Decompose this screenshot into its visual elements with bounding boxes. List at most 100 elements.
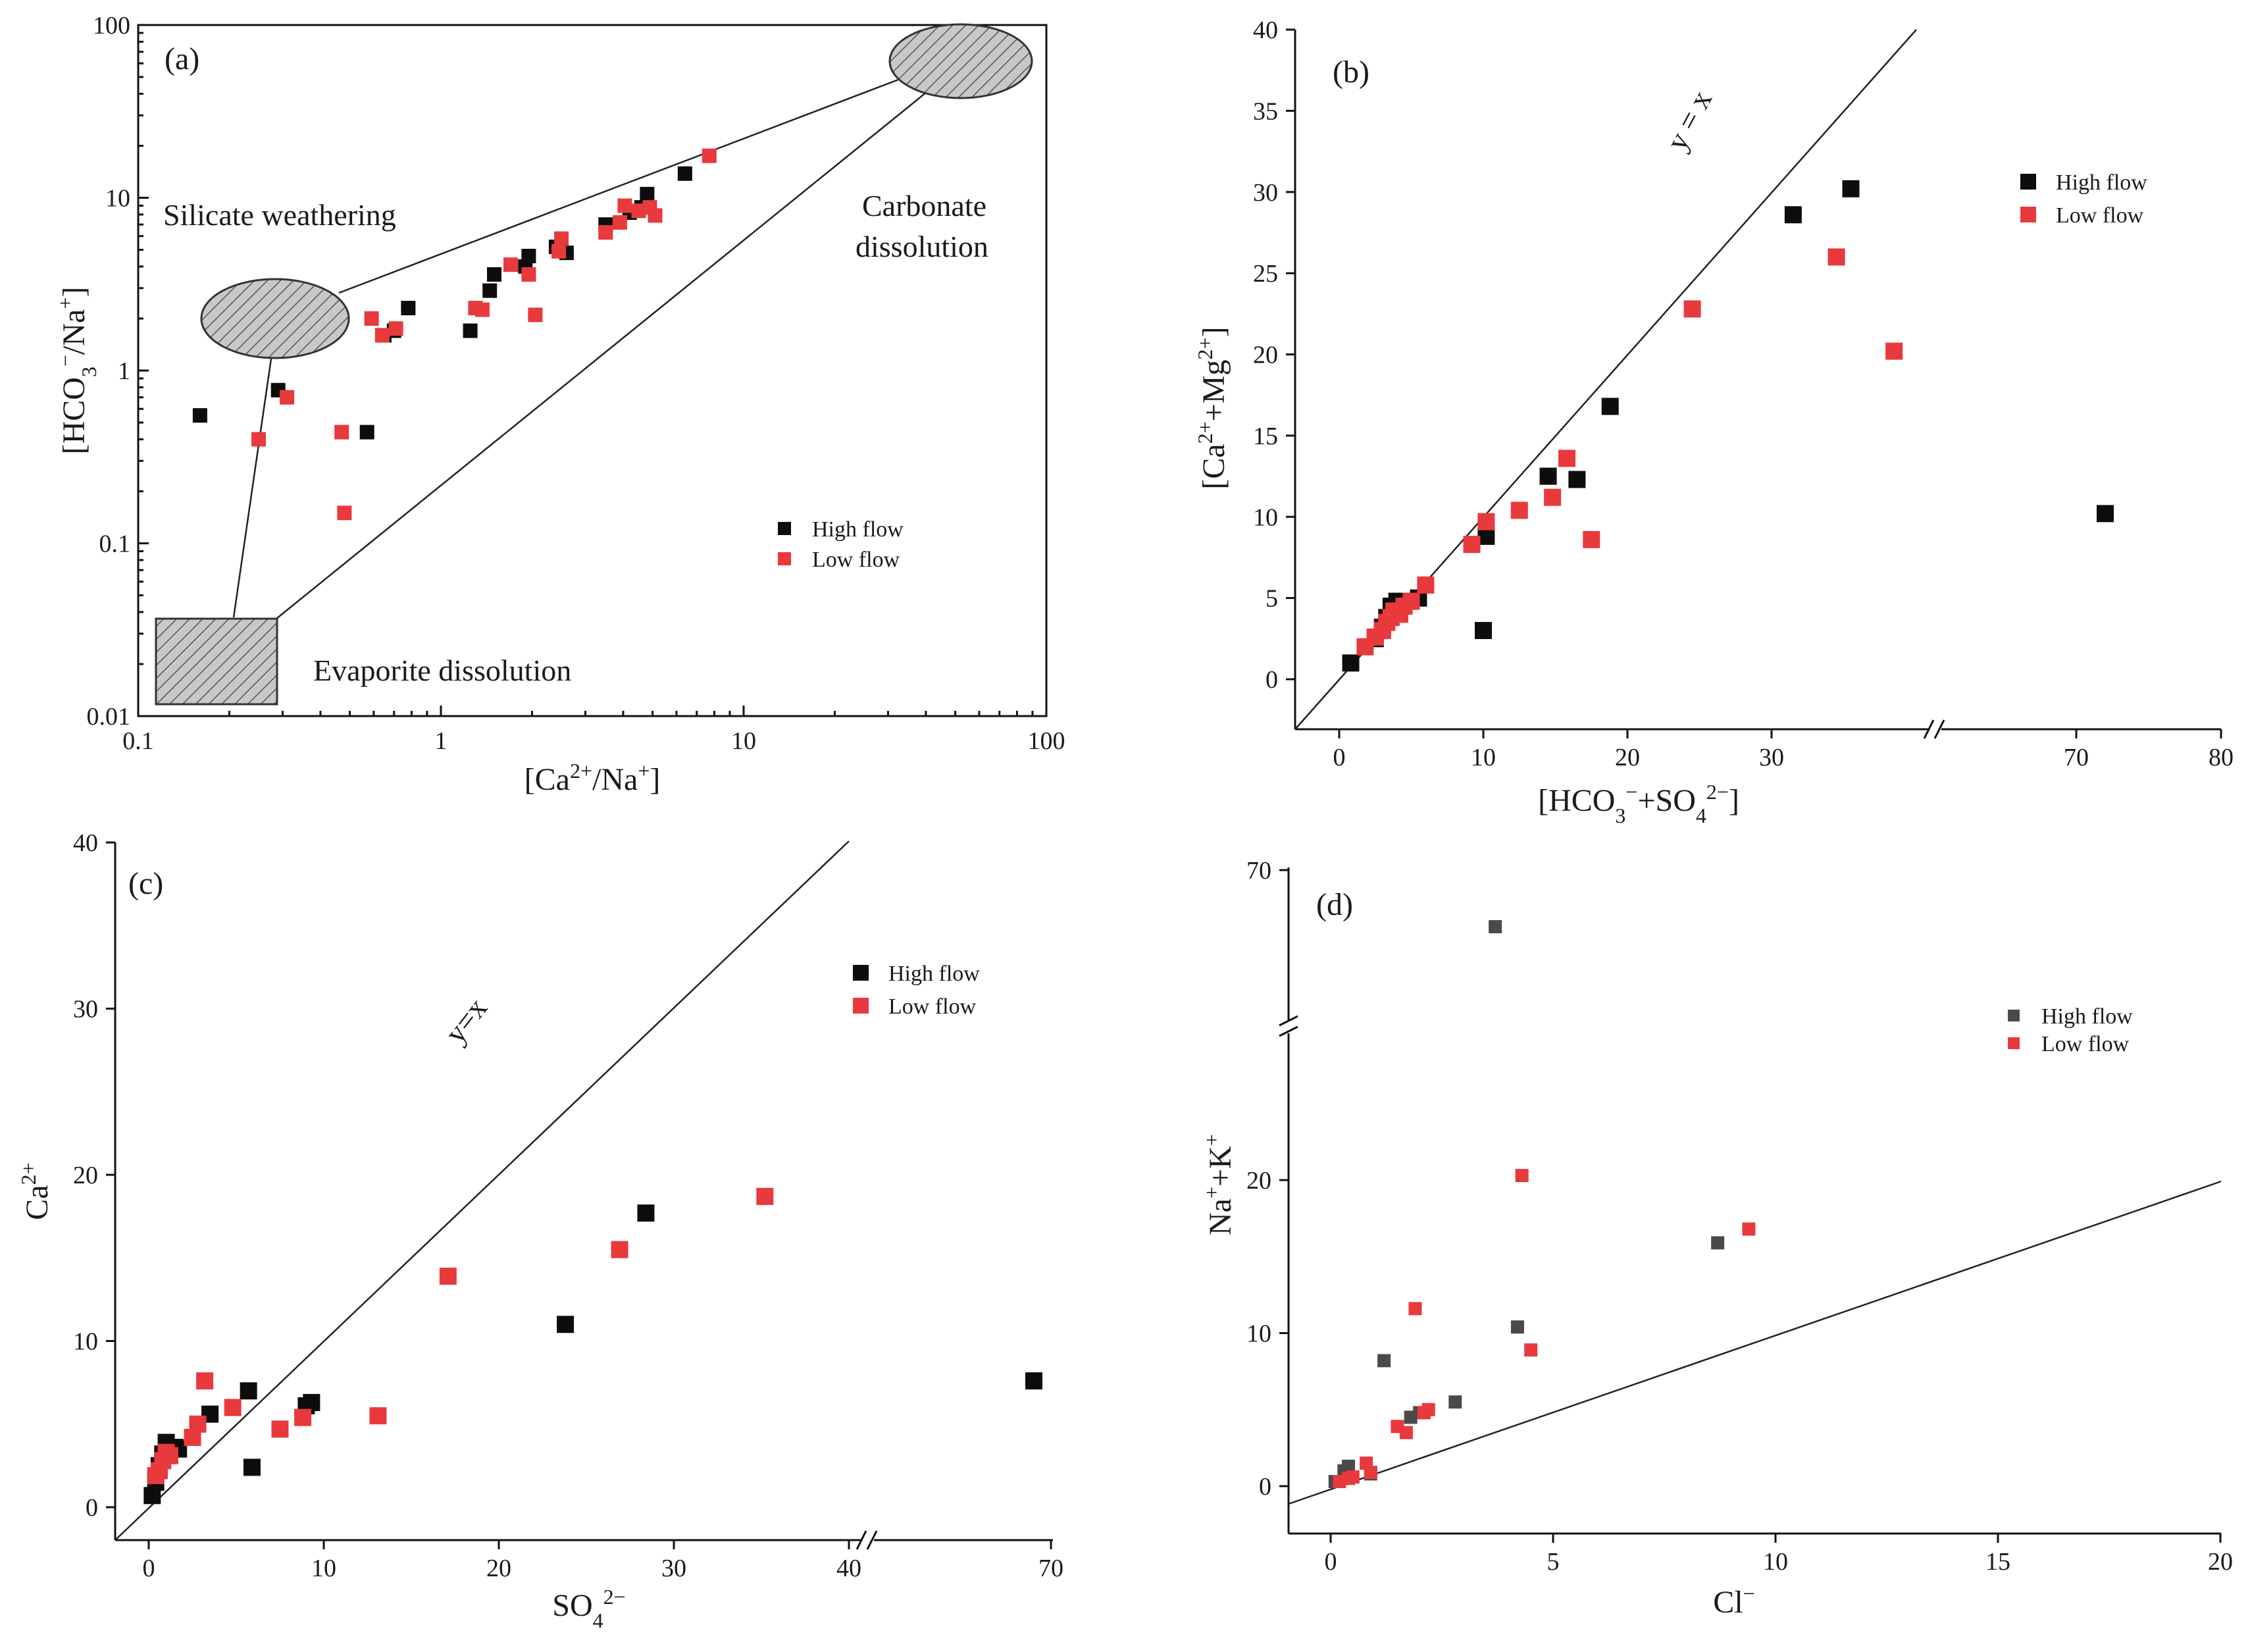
panel-b-high-flow-point bbox=[1784, 206, 1802, 224]
panel-c-low-flow-point bbox=[611, 1241, 628, 1258]
panel-a-label: (a) bbox=[165, 41, 199, 76]
panel-a-legend-label-1: Low flow bbox=[812, 548, 900, 572]
panel-a-legend-marker-1 bbox=[778, 552, 791, 565]
panel-b-x-tick-label: 70 bbox=[2064, 744, 2089, 771]
panel-d-legend-label-0: High flow bbox=[2041, 1004, 2133, 1029]
panel-b-low-flow-point bbox=[1558, 450, 1576, 467]
panel-d-y-tick-label: 20 bbox=[1246, 1167, 1271, 1195]
panel-a-low-flow-point bbox=[337, 505, 352, 521]
axis-break-mark bbox=[1279, 1025, 1298, 1037]
panel-d-label: (d) bbox=[1316, 887, 1353, 922]
panel-b-low-flow-point bbox=[1583, 530, 1600, 548]
carbonate-end-member-ellipse bbox=[888, 23, 1033, 99]
panel-d-low-flow-point bbox=[1742, 1222, 1756, 1236]
panel-c-legend-marker-0 bbox=[853, 965, 869, 981]
panel-c-high-flow-point bbox=[240, 1382, 257, 1400]
panel-b-high-flow-point bbox=[1477, 527, 1495, 545]
panel-c-y-tick-label: 10 bbox=[73, 1328, 98, 1356]
panel-b-low-flow-point bbox=[1510, 502, 1528, 519]
panel-d-y-axis-label: Na++K+ bbox=[1200, 1134, 1238, 1235]
panel-a-x-tick-label: 1 bbox=[435, 727, 447, 755]
panel-b-y-axis-label: [Ca2++Mg2+] bbox=[1193, 326, 1231, 489]
panel-a-low-flow-point bbox=[280, 390, 295, 405]
panel-c-low-flow-point bbox=[196, 1372, 214, 1390]
panel-c-low-flow-point bbox=[369, 1407, 387, 1425]
panel-a-low-flow-point bbox=[374, 328, 390, 343]
panel-a-low-flow-point bbox=[648, 208, 663, 223]
panel-d-low-flow-point bbox=[1399, 1426, 1413, 1439]
panel-b-x-tick-label: 10 bbox=[1471, 744, 1496, 771]
panel-b-y-tick-label: 5 bbox=[1266, 585, 1278, 613]
panel-c-high-flow-point bbox=[1025, 1372, 1042, 1390]
panel-c-x-tick-label: 40 bbox=[836, 1555, 861, 1582]
panel-d-high-flow-point bbox=[1342, 1459, 1356, 1473]
panel-c-y-tick-label: 30 bbox=[73, 996, 98, 1023]
panel-a-legend-marker-0 bbox=[778, 522, 791, 535]
panel-a-high-flow-point bbox=[487, 267, 502, 282]
panel-b-x-axis-label: [HCO3−+SO42−] bbox=[1538, 780, 1739, 827]
panel-a-high-flow-point bbox=[482, 283, 498, 298]
panel-c-y-tick-label: 40 bbox=[73, 829, 98, 857]
panel-a-y-axis-label: [HCO3−/Na+] bbox=[53, 287, 101, 455]
panel-b-legend-marker-1 bbox=[2020, 207, 2036, 222]
panel-a-low-flow-point bbox=[702, 148, 717, 163]
axis-break-mark bbox=[1933, 719, 1945, 739]
panel-b-x-tick-label: 80 bbox=[2209, 744, 2234, 771]
panel-b-y-tick-label: 20 bbox=[1253, 342, 1278, 369]
panel-b-high-flow-point bbox=[1475, 621, 1492, 639]
panel-b-high-flow-point bbox=[1568, 471, 1586, 488]
panel-a-low-flow-point bbox=[612, 215, 627, 230]
panel-c-legend-label-0: High flow bbox=[888, 962, 980, 986]
axis-break-mark bbox=[1279, 1015, 1298, 1027]
panel-c-legend-label-1: Low flow bbox=[888, 994, 977, 1019]
silicate-carbonate-line bbox=[338, 76, 904, 294]
panel-d-low-flow-point bbox=[1346, 1470, 1360, 1484]
panel-d-high-flow-point bbox=[1510, 1320, 1524, 1334]
panel-d-x-tick-label: 5 bbox=[1547, 1548, 1560, 1576]
panel-a-low-flow-point bbox=[388, 321, 403, 336]
panel-b-plot: (b) 0 5 10 15 20 25 30 35 40 0 10 20 30 70 80 [HCO3−+S… bbox=[1193, 16, 2234, 827]
panel-a-legend-label-0: High flow bbox=[812, 517, 904, 542]
panel-a-high-flow-point bbox=[192, 408, 207, 423]
panel-c-y-tick-label: 20 bbox=[73, 1162, 98, 1189]
panel-b-y-tick-label: 10 bbox=[1253, 503, 1278, 531]
panel-b-low-flow-point bbox=[1828, 248, 1845, 266]
evaporite-carbonate-line bbox=[276, 91, 927, 619]
panel-c-y-axis-label: Ca2+ bbox=[16, 1162, 55, 1220]
panel-d-legend-marker-0 bbox=[2008, 1010, 2020, 1021]
panel-c-low-flow-point bbox=[294, 1408, 312, 1426]
silicate-end-member-ellipse bbox=[200, 278, 350, 359]
panel-c-low-flow-point bbox=[189, 1415, 207, 1433]
evaporite-dissolution-label: Evaporite dissolution bbox=[313, 654, 571, 687]
panel-a-low-flow-point bbox=[617, 198, 632, 213]
panel-c-label: (c) bbox=[128, 866, 163, 901]
axis-break-mark bbox=[856, 1530, 867, 1550]
panel-c-high-flow-point bbox=[557, 1316, 575, 1333]
panel-d-y-tick-label: 10 bbox=[1246, 1320, 1271, 1348]
panel-d-y-tick-label: 0 bbox=[1259, 1473, 1271, 1501]
panel-a-low-flow-point bbox=[598, 225, 613, 240]
panel-b-low-flow-point bbox=[1477, 513, 1495, 530]
panel-c-y-tick-label: 0 bbox=[86, 1494, 98, 1522]
panel-d-low-flow-point bbox=[1515, 1169, 1529, 1183]
panel-a-low-flow-point bbox=[334, 425, 349, 440]
panel-c-x-axis-label: SO42− bbox=[552, 1585, 625, 1632]
panel-b-x-tick-label: 30 bbox=[1759, 744, 1784, 771]
panel-a-high-flow-point bbox=[640, 186, 655, 201]
panel-b-low-flow-point bbox=[1417, 576, 1435, 594]
silicate-evaporite-line bbox=[232, 358, 272, 618]
panel-a-x-tick-label: 10 bbox=[731, 727, 756, 755]
panel-c-high-flow-point bbox=[303, 1393, 320, 1411]
panel-b-y-tick-label: 40 bbox=[1253, 16, 1278, 44]
carbonate-label: Carbonate bbox=[862, 189, 986, 222]
panel-b-legend-marker-0 bbox=[2020, 174, 2036, 190]
panel-a-y-tick-label: 0.1 bbox=[99, 530, 131, 558]
panel-d-high-flow-point bbox=[1377, 1354, 1391, 1368]
silicate-weathering-label: Silicate weathering bbox=[163, 198, 396, 232]
panel-c-x-tick-label: 0 bbox=[143, 1555, 155, 1582]
panel-c-high-flow-point bbox=[637, 1204, 655, 1222]
panel-b-y-tick-label: 15 bbox=[1253, 423, 1278, 450]
panel-a-y-tick-label: 0.01 bbox=[87, 703, 131, 731]
panel-c-x-tick-label: 20 bbox=[486, 1555, 511, 1582]
